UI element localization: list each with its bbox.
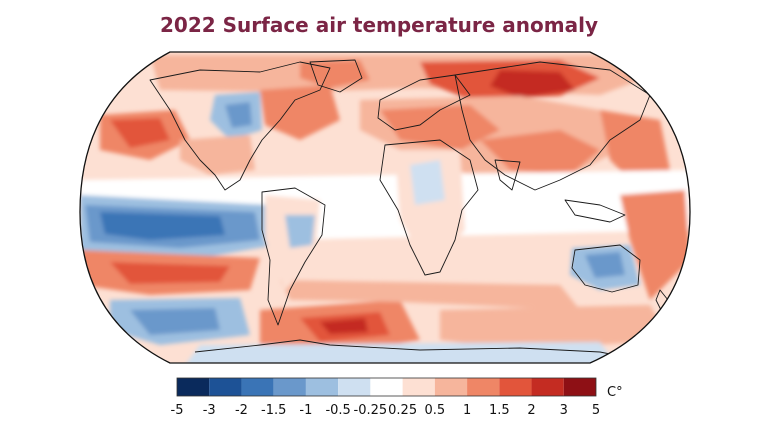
legend-tick-label: 1.5: [489, 403, 510, 418]
field-blob: [620, 190, 690, 300]
legend-swatch: [370, 378, 403, 396]
legend-swatch: [338, 378, 371, 396]
legend-swatch: [531, 378, 564, 396]
coast-africa: [379, 139, 479, 276]
legend-swatch: [177, 378, 210, 396]
coast-asia: [454, 61, 651, 191]
coast-india: [494, 159, 521, 191]
legend-tick-label: -1.5: [261, 403, 286, 418]
field-blob: [110, 262, 230, 284]
field-blob: [320, 318, 368, 334]
coast-europe: [377, 74, 471, 131]
legend-swatch: [305, 378, 339, 396]
field-blob: [480, 130, 600, 175]
legend-tick-label: 5: [592, 403, 600, 418]
field-blob: [225, 102, 252, 128]
legend-swatch: [273, 378, 306, 396]
field-blob: [260, 85, 340, 140]
legend-tick-label: 1: [463, 403, 471, 418]
legend-tick-label: 0.25: [388, 403, 417, 418]
field-blob: [285, 215, 315, 248]
legend-swatch: [434, 378, 468, 396]
legend-tick-label: 2: [527, 403, 535, 418]
legend-tick-label: -0.5: [325, 403, 350, 418]
legend-tick-label: -5: [171, 403, 184, 418]
globe-outline: [79, 51, 691, 364]
legend-tick-label: -2: [235, 403, 248, 418]
coastlines: [149, 59, 669, 361]
legend-tick-label: -3: [203, 403, 216, 418]
legend-swatches: [176, 377, 597, 397]
legend-swatch: [209, 378, 242, 396]
field-blob: [440, 305, 670, 350]
field-blob: [110, 118, 170, 148]
field-blob: [100, 212, 225, 240]
coast-north-america: [149, 61, 331, 191]
coast-south-america: [261, 187, 326, 326]
legend-frame: [176, 377, 597, 397]
field-blob: [180, 135, 255, 175]
legend-tick-label: 3: [560, 403, 568, 418]
legend-tick-label: -0.25: [354, 403, 388, 418]
field-blob: [280, 280, 580, 310]
field-blob: [410, 160, 445, 205]
coast-indonesia: [564, 199, 626, 223]
field-blob: [130, 308, 220, 335]
legend-swatch: [467, 378, 500, 396]
legend-ticks: -5 -3 -2 -1.5 -1 -0.5 -0.25 0.25 0.5 1 1.5 2 3 5: [171, 403, 601, 418]
anomaly-field: [80, 52, 690, 363]
legend-swatch: [402, 378, 435, 396]
field-blob: [585, 252, 625, 278]
legend-swatch: [563, 378, 596, 396]
legend-swatch: [499, 378, 532, 396]
legend-swatch: [241, 378, 274, 396]
field-blob: [490, 70, 575, 98]
coast-greenland: [309, 59, 363, 93]
field-blob: [300, 60, 370, 88]
coast-antarctica: [194, 339, 641, 361]
map-title: 2022 Surface air temperature anomaly: [160, 13, 598, 37]
coast-australia: [571, 244, 641, 293]
field-blob: [180, 342, 620, 363]
legend-unit: C°: [607, 385, 623, 400]
legend-tick-label: 0.5: [425, 403, 446, 418]
field-blob: [600, 110, 670, 190]
legend-tick-label: -1: [299, 403, 312, 418]
